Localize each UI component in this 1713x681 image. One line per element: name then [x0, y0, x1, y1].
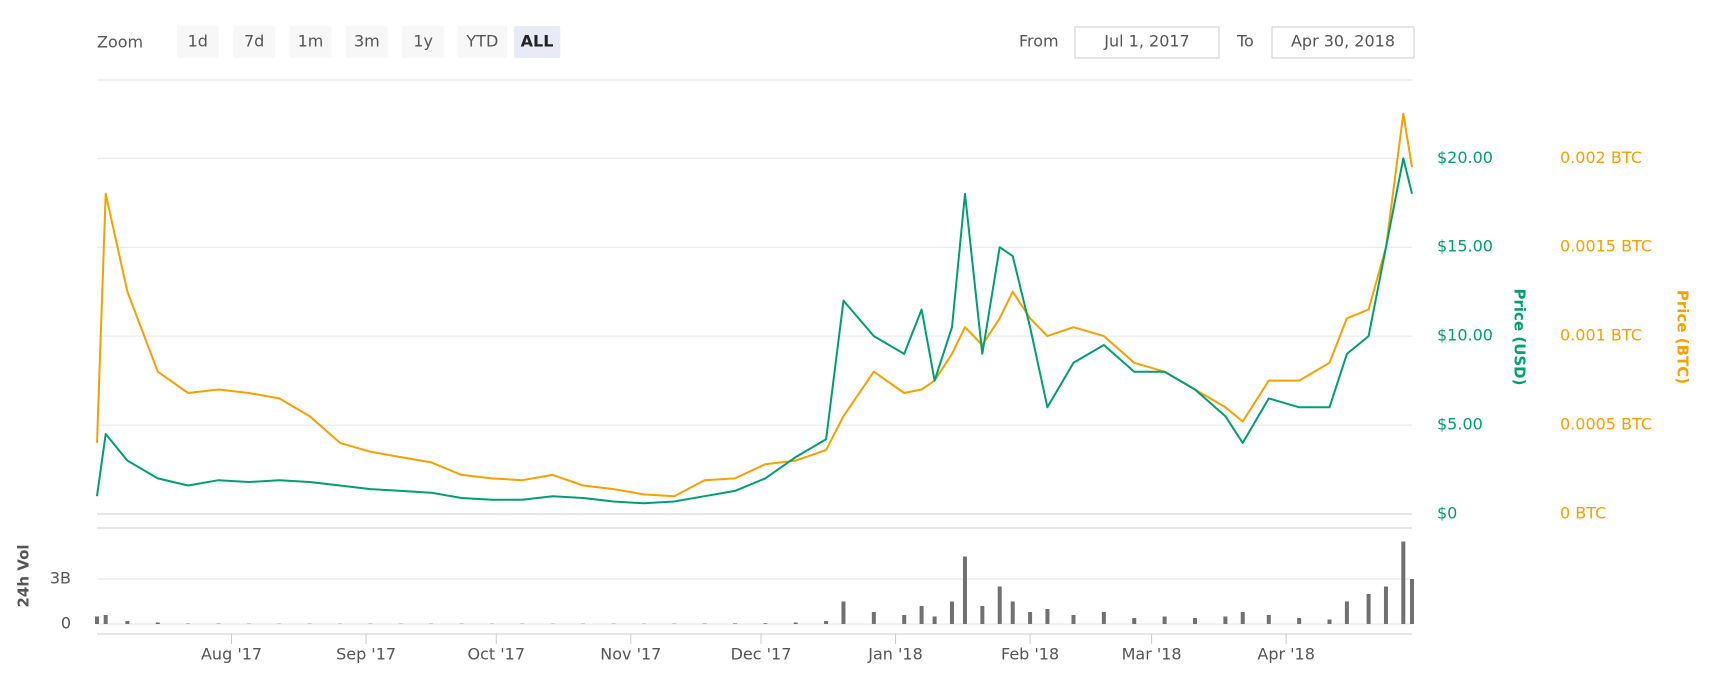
volume-bar — [1267, 615, 1271, 624]
y-axis-title: Price (USD) — [1511, 289, 1529, 386]
volume-bar — [733, 623, 737, 624]
volume-bar — [1132, 618, 1136, 624]
price-line — [97, 158, 1412, 503]
volume-bar — [1297, 618, 1301, 624]
volume-bar — [1410, 579, 1414, 624]
volume-bar — [1193, 618, 1197, 624]
volume-bar — [1045, 609, 1049, 624]
volume-bar — [1241, 612, 1245, 624]
zoom-label: Zoom — [97, 33, 143, 52]
zoom-button-label: YTD — [465, 32, 498, 51]
volume-bar — [1011, 602, 1015, 625]
zoom-button-label: 3m — [354, 32, 380, 51]
volume-bar — [963, 557, 967, 625]
y-tick-label: $10.00 — [1437, 326, 1493, 345]
zoom-button-label: ALL — [521, 32, 554, 51]
y2-axis-title: Price (BTC) — [1674, 290, 1692, 384]
volume-bar — [1401, 542, 1405, 625]
from-value: Jul 1, 2017 — [1103, 32, 1189, 51]
volume-bar — [156, 623, 160, 625]
y-tick-label: $0 — [1437, 504, 1457, 523]
volume-bar — [1328, 620, 1332, 625]
volume-bar — [980, 606, 984, 624]
volume-bar — [841, 602, 845, 625]
x-tick-label: Sep '17 — [336, 645, 396, 664]
volume-bar — [125, 621, 129, 624]
x-tick-label: Oct '17 — [468, 645, 526, 664]
y-tick-label: $20.00 — [1437, 148, 1493, 167]
volume-bar — [1071, 615, 1075, 624]
y-tick-label: $15.00 — [1437, 237, 1493, 256]
x-tick-label: Feb '18 — [1001, 645, 1059, 664]
y-tick-label: $5.00 — [1437, 415, 1483, 434]
volume-bar — [998, 587, 1002, 625]
x-tick-label: Jan '18 — [867, 645, 923, 664]
to-label: To — [1236, 32, 1254, 51]
volume-bar — [824, 621, 828, 624]
y2-tick-label: 0.0015 BTC — [1560, 237, 1652, 256]
volume-bar — [1102, 612, 1106, 624]
y2-tick-label: 0.0005 BTC — [1560, 415, 1652, 434]
volume-bar — [1345, 602, 1349, 625]
x-tick-label: Mar '18 — [1122, 645, 1182, 664]
volume-bar — [950, 602, 954, 625]
volume-bar — [872, 612, 876, 624]
volume-bar — [1367, 594, 1371, 624]
x-tick-label: Aug '17 — [201, 645, 262, 664]
to-value: Apr 30, 2018 — [1291, 32, 1395, 51]
volume-bar — [902, 615, 906, 624]
zoom-button-label: 1m — [298, 32, 324, 51]
volume-bar — [104, 615, 108, 624]
volume-bar — [1223, 617, 1227, 625]
y2-tick-label: 0 BTC — [1560, 504, 1606, 523]
volume-bar — [920, 606, 924, 624]
volume-bar — [933, 617, 937, 625]
volume-bar — [763, 623, 767, 624]
y-tick-label: 3B — [50, 569, 71, 588]
x-tick-label: Nov '17 — [600, 645, 661, 664]
volume-bar — [1384, 587, 1388, 625]
y-axis-title: 24h Vol — [15, 544, 33, 607]
volume-bar — [794, 623, 798, 625]
from-label: From — [1019, 32, 1059, 51]
y2-tick-label: 0.002 BTC — [1560, 148, 1642, 167]
volume-bar — [1028, 612, 1032, 624]
volume-bar — [95, 617, 99, 625]
y-tick-label: 0 — [61, 614, 71, 633]
price-line — [97, 114, 1412, 496]
zoom-button-label: 1d — [188, 32, 208, 51]
zoom-button-label: 7d — [244, 32, 264, 51]
x-tick-label: Dec '17 — [731, 645, 792, 664]
volume-bar — [1163, 617, 1167, 625]
x-tick-label: Apr '18 — [1257, 645, 1315, 664]
zoom-button-label: 1y — [413, 32, 433, 51]
y2-tick-label: 0.001 BTC — [1560, 326, 1642, 345]
